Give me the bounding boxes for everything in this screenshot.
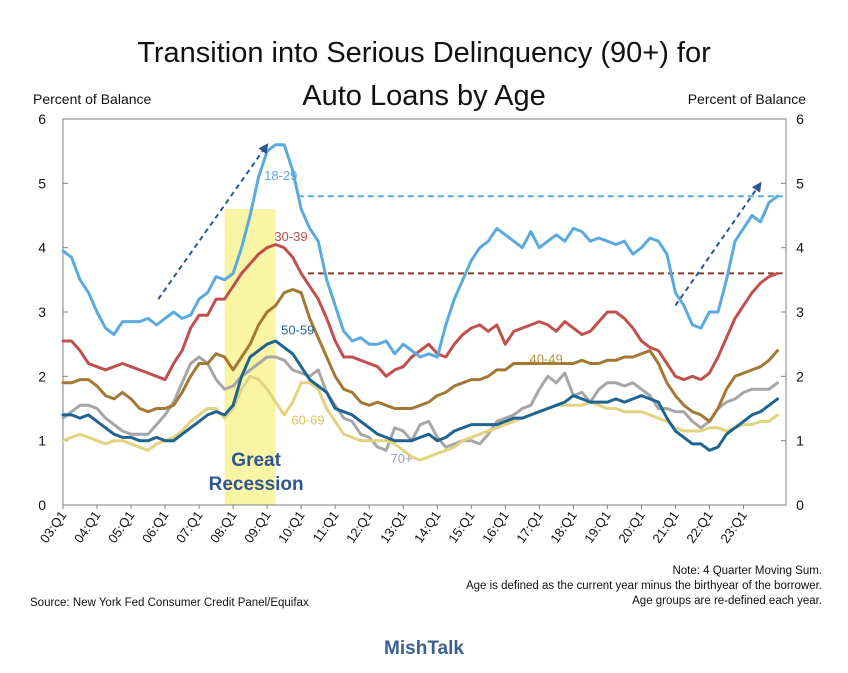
- recession-label-word: Recession: [209, 474, 304, 495]
- note-line-2: Age is defined as the current year minus…: [465, 580, 822, 592]
- y-tick-label-right: 4: [796, 240, 804, 256]
- x-tick-label: 20:Q1: [615, 508, 648, 546]
- x-tick-label: 06:Q1: [139, 508, 172, 546]
- y-tick-label-left: 5: [38, 175, 46, 191]
- x-tick-label: 05:Q1: [105, 508, 138, 546]
- y-tick-label-right: 3: [796, 304, 804, 320]
- y-tick-label-right: 0: [796, 497, 804, 513]
- series-line-70+: [61, 355, 779, 452]
- x-tick-label: 04:Q1: [71, 508, 104, 546]
- chart-title-line-1: Transition into Serious Delinquency (90+…: [137, 37, 711, 69]
- y-tick-label-right: 6: [796, 111, 804, 127]
- brand-logo-text: MishTalk: [384, 638, 464, 659]
- series-line-60-69: [61, 374, 779, 462]
- series-label-50-59: 50-59: [281, 323, 314, 338]
- x-tick-label: 21:Q1: [649, 508, 682, 546]
- x-tick-label: 23:Q1: [717, 508, 750, 546]
- y-axis-label-right: Percent of Balance: [687, 91, 806, 107]
- y-tick-label-left: 6: [38, 111, 46, 127]
- y-tick-label-left: 3: [38, 304, 46, 320]
- note-line-1: Note: 4 Quarter Moving Sum.: [672, 565, 822, 577]
- recession-label: Great Recession: [209, 450, 304, 495]
- series-label-70+: 70+: [391, 451, 413, 466]
- series-line-18-29: [61, 143, 779, 359]
- x-tick-label: 18:Q1: [547, 508, 580, 546]
- x-tick-label: 11:Q1: [310, 508, 342, 545]
- chart-title-line-2: Auto Loans by Age: [302, 80, 546, 112]
- x-tick-label: 13:Q1: [377, 508, 410, 546]
- x-tick-label: 07:Q1: [173, 508, 206, 546]
- y-tick-label-left: 0: [38, 497, 46, 513]
- y-tick-label-right: 1: [796, 433, 804, 449]
- series-label-18-29: 18-29: [264, 168, 297, 183]
- x-tick-label: 22:Q1: [683, 508, 716, 546]
- y-tick-label-left: 1: [38, 433, 46, 449]
- x-tick-label: 19:Q1: [581, 508, 614, 546]
- y-tick-label-left: 4: [38, 240, 46, 256]
- x-tick-label: 14:Q1: [411, 508, 444, 546]
- chart-notes: Note: 4 Quarter Moving Sum. Age is defin…: [466, 564, 822, 609]
- series-line-40-49: [61, 288, 779, 423]
- x-tick-label: 16:Q1: [479, 508, 512, 546]
- series-label-40-49: 40-49: [530, 351, 563, 366]
- trend-arrow-1: [157, 143, 269, 300]
- x-tick-label: 09:Q1: [241, 508, 274, 546]
- series-line-30-39: [61, 243, 779, 382]
- y-tick-label-right: 2: [796, 368, 804, 384]
- x-tick-label: 08:Q1: [207, 508, 240, 546]
- x-tick-label: 17:Q1: [513, 508, 546, 546]
- y-tick-label-right: 5: [796, 175, 804, 191]
- x-tick-label: 15:Q1: [445, 508, 478, 546]
- trend-arrow-2: [674, 181, 762, 307]
- series-line-50-59: [61, 339, 779, 452]
- series-label-30-39: 30-39: [274, 229, 307, 244]
- y-axis-label-left: Percent of Balance: [33, 91, 152, 107]
- x-tick-label: 12:Q1: [343, 508, 376, 546]
- x-tick-label: 10:Q1: [275, 508, 308, 546]
- note-line-3: Age groups are re-defined each year.: [632, 595, 822, 607]
- x-tick-label: 03:Q1: [37, 508, 70, 546]
- source-note: Source: New York Fed Consumer Credit Pan…: [30, 597, 309, 609]
- y-tick-label-left: 2: [38, 368, 46, 384]
- recession-label-word: Great: [231, 450, 281, 471]
- series-label-60-69: 60-69: [291, 413, 324, 428]
